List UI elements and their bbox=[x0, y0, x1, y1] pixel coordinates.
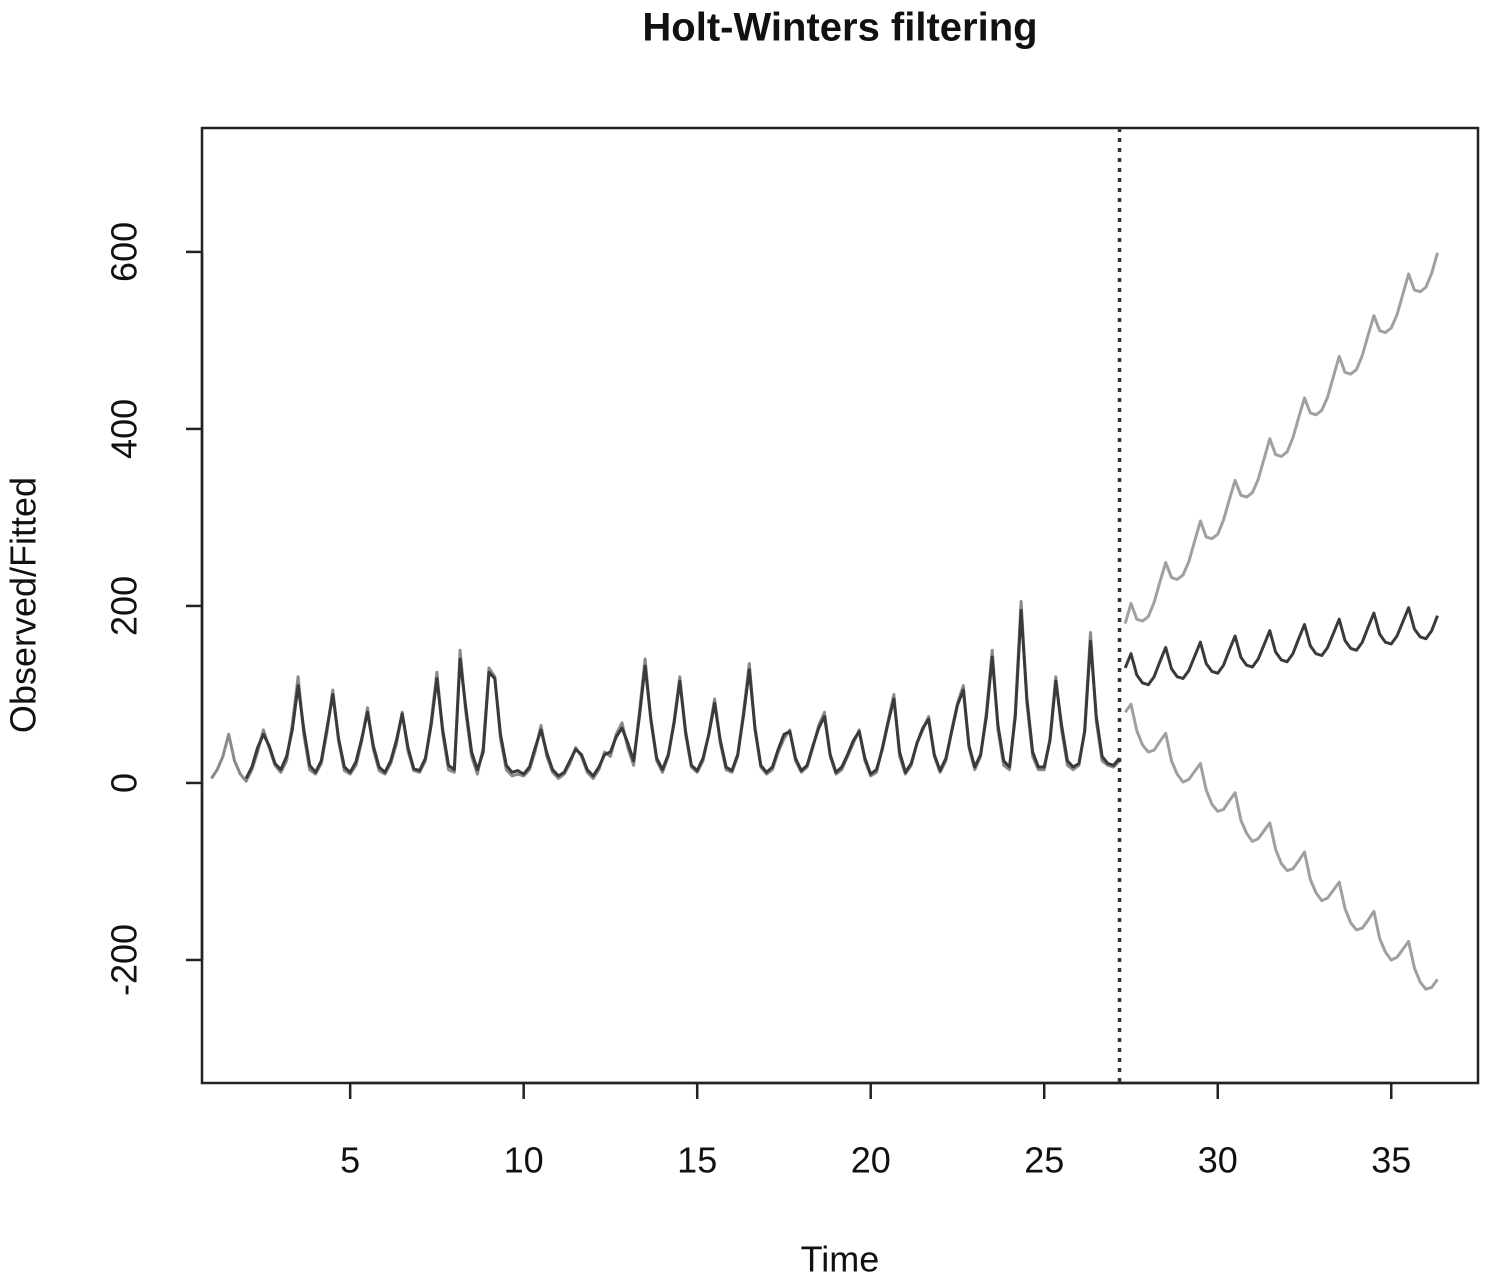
series-line bbox=[1123, 702, 1439, 991]
x-tick-label: 25 bbox=[1024, 1140, 1064, 1181]
x-axis-label: Time bbox=[801, 1239, 880, 1280]
y-tick-label: 600 bbox=[104, 222, 145, 282]
y-tick-label: -200 bbox=[104, 924, 145, 996]
x-tick-label: 15 bbox=[677, 1140, 717, 1181]
series-line bbox=[1123, 606, 1439, 687]
x-tick-label: 10 bbox=[504, 1140, 544, 1181]
series-line bbox=[210, 600, 1121, 783]
x-tick-label: 20 bbox=[851, 1140, 891, 1181]
x-tick-label: 35 bbox=[1371, 1140, 1411, 1181]
series-line bbox=[244, 608, 1121, 780]
x-tick-label: 30 bbox=[1198, 1140, 1238, 1181]
y-axis-label: Observed/Fitted bbox=[3, 477, 44, 733]
plot-frame bbox=[200, 126, 1480, 1085]
series-line bbox=[1123, 252, 1439, 625]
y-tick-label: 0 bbox=[104, 773, 145, 793]
chart-title: Holt-Winters filtering bbox=[642, 6, 1037, 50]
x-tick-label: 5 bbox=[340, 1140, 360, 1181]
y-tick-label: 400 bbox=[104, 399, 145, 459]
y-tick-label: 200 bbox=[104, 576, 145, 636]
